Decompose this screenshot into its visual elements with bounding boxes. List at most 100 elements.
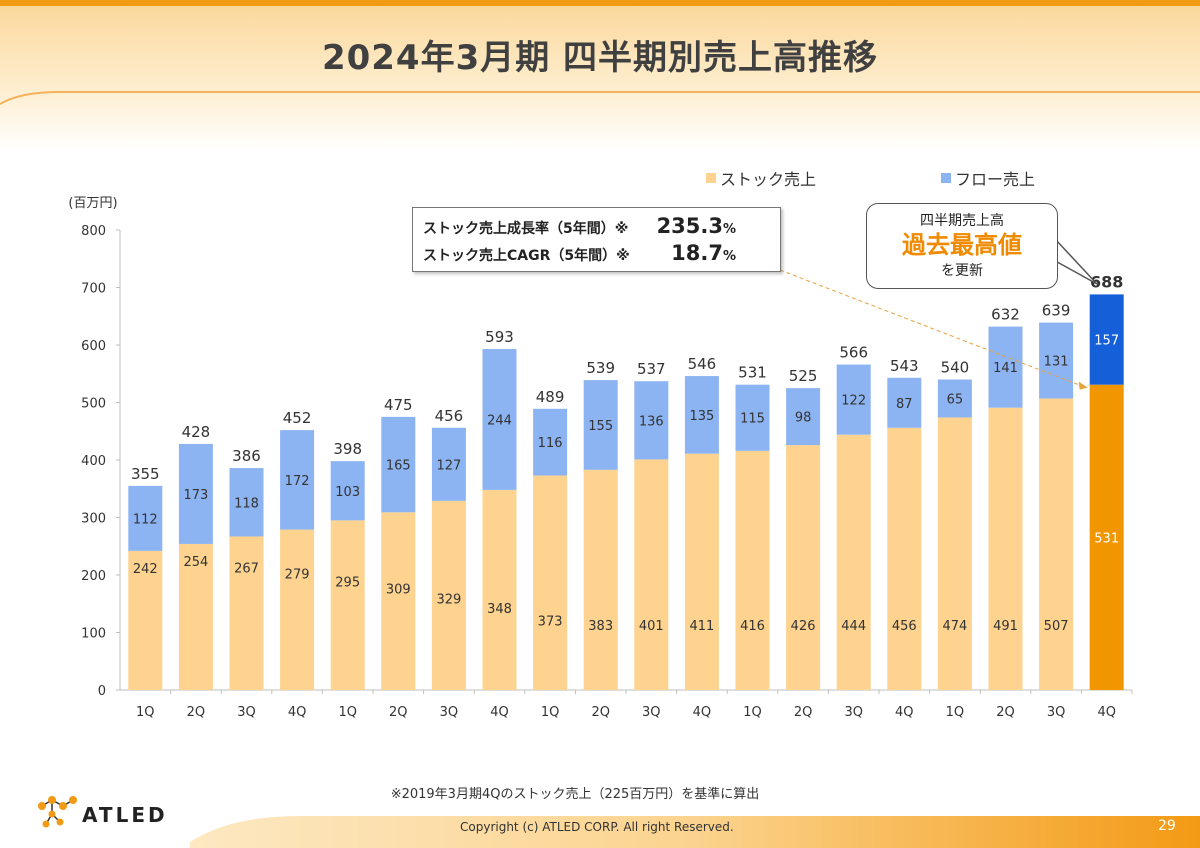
bar-flow: [381, 416, 416, 513]
total-value-label: 546: [688, 355, 717, 373]
kpi-growth-row: ストック売上成長率（5年間）※ 235.3%: [423, 214, 736, 238]
total-value-label: 489: [536, 388, 565, 406]
y-tick-label: 200: [81, 569, 106, 584]
bar-stock: [533, 475, 568, 690]
kpi-cagr-row: ストック売上CAGR（5年間）※ 18.7%: [423, 241, 736, 265]
bar-stock: [684, 453, 719, 690]
flow-value-label: 112: [133, 512, 158, 527]
logo-molecule-icon: [38, 796, 77, 828]
legend-stock-swatch: [706, 173, 716, 183]
total-value-label: 688: [1090, 272, 1123, 291]
bar-flow: [988, 326, 1023, 408]
x-tick-label: 4Q: [693, 705, 712, 720]
bar-flow: [735, 384, 770, 451]
stock-value-label: 426: [791, 619, 816, 634]
stock-value-label: 348: [487, 602, 512, 617]
total-value-label: 452: [283, 409, 312, 427]
footnote: ※2019年3月期4Qのストック売上（225百万円）を基準に算出: [390, 787, 760, 802]
legend-stock-label: ストック売上: [720, 170, 817, 189]
bar-stock: [786, 445, 821, 690]
legend-stock: ストック売上: [706, 166, 816, 190]
flow-value-label: 155: [588, 419, 613, 434]
x-tick-label: 1Q: [541, 705, 560, 720]
stock-value-label: 279: [285, 568, 310, 583]
bar-flow: [533, 408, 568, 476]
stock-value-label: 444: [841, 619, 866, 634]
stock-value-label: 309: [386, 583, 411, 598]
bar-flow: [634, 381, 669, 460]
x-tick-label: 1Q: [136, 705, 155, 720]
bar-flow: [583, 380, 618, 470]
flow-value-label: 118: [234, 496, 259, 511]
bar-stock: [988, 407, 1023, 690]
flow-value-label: 141: [993, 361, 1018, 376]
x-tick-label: 3Q: [440, 705, 459, 720]
kpi-growth-unit: %: [723, 222, 737, 237]
flow-value-label: 131: [1044, 355, 1069, 370]
flow-value-label: 116: [538, 436, 563, 451]
stock-value-label: 383: [588, 619, 613, 634]
kpi-growth-label: ストック売上成長率（5年間）※: [423, 221, 629, 237]
page-title: 2024年3月期 四半期別売上高推移: [321, 38, 879, 78]
x-tick-label: 4Q: [490, 705, 509, 720]
total-value-label: 428: [182, 423, 211, 441]
stock-value-label: 295: [335, 576, 360, 591]
bar-flow: [1089, 294, 1124, 385]
bar-flow: [431, 427, 466, 501]
bar-flow: [128, 485, 163, 551]
x-tick-label: 2Q: [389, 705, 408, 720]
kpi-cagr-value: 18.7: [671, 241, 723, 265]
x-tick-label: 1Q: [338, 705, 357, 720]
y-tick-label: 100: [81, 627, 106, 642]
bar-stock: [583, 469, 618, 690]
total-value-label: 355: [131, 465, 160, 483]
flow-value-label: 136: [639, 414, 664, 429]
total-value-label: 566: [839, 344, 868, 362]
x-tick-label: 4Q: [1097, 705, 1116, 720]
pointer-line: [779, 269, 1084, 388]
y-tick-label: 300: [81, 512, 106, 527]
bar-stock: [330, 520, 365, 690]
y-tick-label: 500: [81, 397, 106, 412]
stock-value-label: 491: [993, 619, 1018, 634]
legend-flow-swatch: [941, 173, 951, 183]
flow-value-label: 135: [689, 409, 714, 424]
bar-flow: [836, 364, 871, 435]
total-value-label: 475: [384, 396, 413, 414]
legend-flow: フロー売上: [941, 166, 1035, 190]
total-value-label: 539: [586, 359, 615, 377]
x-tick-label: 3Q: [642, 705, 661, 720]
header-band: [0, 0, 1200, 150]
stock-value-label: 254: [183, 555, 208, 570]
copyright: Copyright (c) ATLED CORP. All right Rese…: [460, 820, 734, 834]
kpi-box: ストック売上成長率（5年間）※ 235.3% ストック売上CAGR（5年間）※ 18…: [412, 207, 781, 272]
callout-line2: 過去最高値: [902, 231, 1022, 259]
stock-value-label: 373: [538, 615, 563, 630]
flow-value-label: 157: [1094, 334, 1119, 349]
x-tick-label: 1Q: [743, 705, 762, 720]
flow-value-label: 98: [795, 411, 812, 426]
x-tick-label: 2Q: [591, 705, 610, 720]
y-axis-label: (百万円): [68, 196, 117, 211]
x-tick-label: 3Q: [1047, 705, 1066, 720]
y-tick-label: 700: [81, 282, 106, 297]
y-tick-label: 0: [98, 684, 106, 699]
y-tick-label: 600: [81, 339, 106, 354]
flow-value-label: 244: [487, 413, 512, 428]
flow-value-label: 122: [841, 394, 866, 409]
kpi-cagr-label: ストック売上CAGR（5年間）※: [423, 248, 630, 264]
flow-value-label: 127: [436, 458, 461, 473]
flow-value-label: 115: [740, 412, 765, 427]
bar-stock: [887, 427, 922, 690]
bar-flow: [229, 468, 264, 537]
x-tick-label: 2Q: [996, 705, 1015, 720]
bar-flow: [1039, 322, 1074, 399]
stock-value-label: 242: [133, 562, 158, 577]
page-number: 29: [1158, 818, 1176, 834]
flow-value-label: 173: [183, 488, 208, 503]
total-value-label: 531: [738, 364, 767, 382]
logo-text: ATLED: [82, 803, 168, 827]
pointer-arrowhead: [1078, 381, 1088, 390]
x-tick-label: 4Q: [895, 705, 914, 720]
